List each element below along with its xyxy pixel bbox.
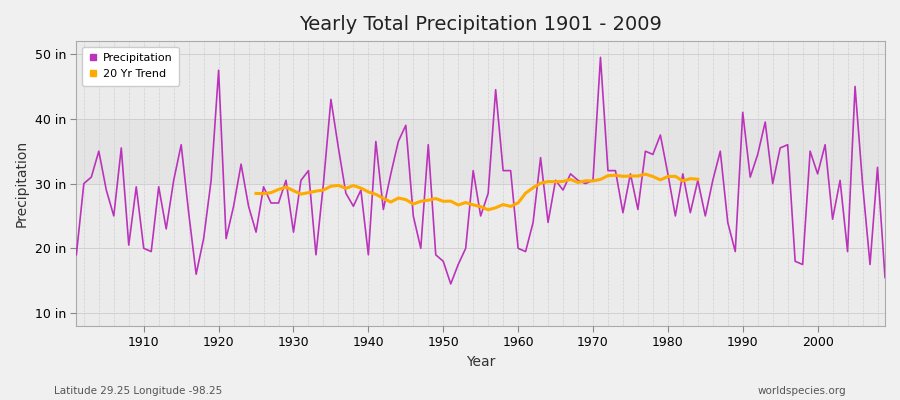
- Title: Yearly Total Precipitation 1901 - 2009: Yearly Total Precipitation 1901 - 2009: [299, 15, 662, 34]
- Y-axis label: Precipitation: Precipitation: [15, 140, 29, 227]
- X-axis label: Year: Year: [466, 355, 495, 369]
- Legend: Precipitation, 20 Yr Trend: Precipitation, 20 Yr Trend: [82, 47, 179, 86]
- Bar: [76, 119, 885, 184]
- Text: Latitude 29.25 Longitude -98.25: Latitude 29.25 Longitude -98.25: [54, 386, 222, 396]
- Text: worldspecies.org: worldspecies.org: [758, 386, 846, 396]
